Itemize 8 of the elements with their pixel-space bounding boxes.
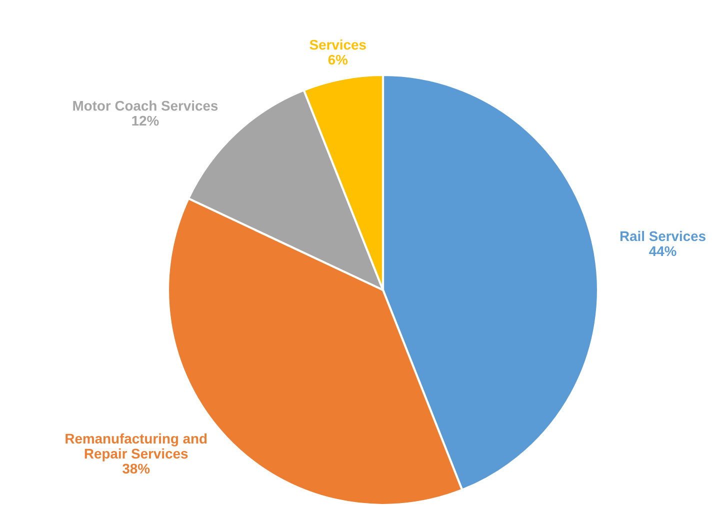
slice-label: Motor Coach Services	[73, 100, 218, 111]
slice-label: Services	[310, 40, 366, 50]
data-label: 6%	[328, 54, 348, 65]
data-label: 44%	[649, 246, 676, 256]
slice-label: Remanufacturing and Repair Services	[66, 433, 207, 462]
slice-label: Rail Services	[620, 230, 706, 242]
data-label: 12%	[132, 116, 159, 126]
data-label: 38%	[122, 464, 150, 474]
